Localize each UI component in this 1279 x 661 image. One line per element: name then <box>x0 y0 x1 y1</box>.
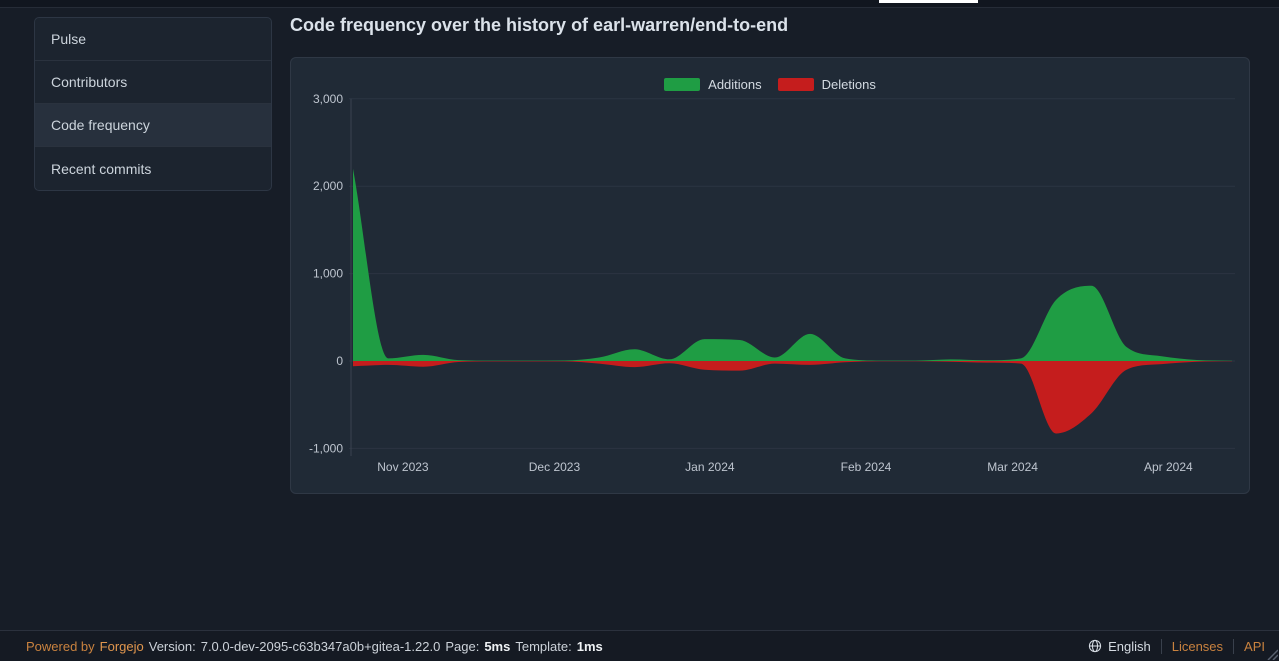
x-axis-tick-label: Dec 2023 <box>529 460 581 474</box>
footer-info: Powered by Forgejo Version: 7.0.0-dev-20… <box>26 639 603 654</box>
legend-item-additions[interactable]: Additions <box>664 77 762 92</box>
additions-area <box>353 168 1232 361</box>
code-frequency-chart-panel: 3,000 2,000 1,000 0 -1,000 Nov 2023 Dec 2023 Ja… <box>290 57 1250 494</box>
page-time-value: 5ms <box>484 638 511 654</box>
page-title: Code frequency over the history of earl-… <box>290 15 789 35</box>
powered-by-text: Powered by <box>26 638 95 654</box>
y-axis-tick-label: -1,000 <box>309 441 343 455</box>
version-value: 7.0.0-dev-2095-c63b347a0b+gitea-1.22.0 <box>200 638 441 654</box>
footer: Powered by Forgejo Version: 7.0.0-dev-20… <box>0 630 1279 661</box>
code-frequency-chart[interactable]: 3,000 2,000 1,000 0 -1,000 Nov 2023 Dec 2023 Ja… <box>291 58 1249 493</box>
y-axis-tick-label: 3,000 <box>313 92 343 106</box>
sidebar-item-code-frequency[interactable]: Code frequency <box>35 104 271 147</box>
template-time-label: Template: <box>515 638 572 654</box>
forgejo-link[interactable]: Forgejo <box>99 638 144 654</box>
additions-swatch <box>664 78 701 91</box>
licenses-link[interactable]: Licenses <box>1171 638 1224 654</box>
sidebar-item-recent-commits[interactable]: Recent commits <box>35 147 271 190</box>
chart-legend: Additions Deletions <box>291 77 1249 92</box>
sidebar-item-pulse[interactable]: Pulse <box>35 18 271 61</box>
x-axis-tick-label: Mar 2024 <box>987 460 1038 474</box>
globe-icon <box>1088 639 1102 653</box>
legend-label-additions: Additions <box>708 77 762 92</box>
x-axis-tick-label: Nov 2023 <box>377 460 429 474</box>
deletions-swatch <box>777 78 814 91</box>
sidebar-item-label: Recent commits <box>51 160 152 177</box>
y-axis-tick-label: 0 <box>336 354 343 368</box>
sidebar-item-label: Pulse <box>51 31 87 47</box>
top-navbar-strip <box>0 0 1279 8</box>
language-selector[interactable]: English <box>1088 639 1151 654</box>
footer-divider <box>1233 638 1235 654</box>
activity-sidebar-menu: Pulse Contributors Code frequency Recent… <box>34 17 272 191</box>
api-link[interactable]: API <box>1244 638 1265 654</box>
sidebar-item-contributors[interactable]: Contributors <box>35 61 271 104</box>
x-axis-tick-label: Feb 2024 <box>841 460 892 474</box>
footer-links: English Licenses API <box>1088 638 1265 654</box>
footer-divider <box>1160 638 1162 654</box>
y-axis-tick-label: 2,000 <box>313 179 343 193</box>
legend-label-deletions: Deletions <box>821 77 876 92</box>
deletions-area <box>353 361 1232 434</box>
active-tab-indicator <box>879 0 978 3</box>
x-axis-tick-label: Jan 2024 <box>685 460 735 474</box>
language-label: English <box>1108 638 1151 654</box>
sidebar-item-label: Code frequency <box>51 117 150 133</box>
page-time-label: Page: <box>445 638 480 654</box>
template-time-value: 1ms <box>576 638 603 654</box>
x-axis-tick-label: Apr 2024 <box>1144 460 1193 474</box>
version-label: Version: <box>148 638 196 654</box>
y-axis-tick-label: 1,000 <box>313 267 343 281</box>
legend-item-deletions[interactable]: Deletions <box>777 77 876 92</box>
sidebar-item-label: Contributors <box>51 74 128 90</box>
resize-grip-icon[interactable] <box>1265 647 1278 660</box>
